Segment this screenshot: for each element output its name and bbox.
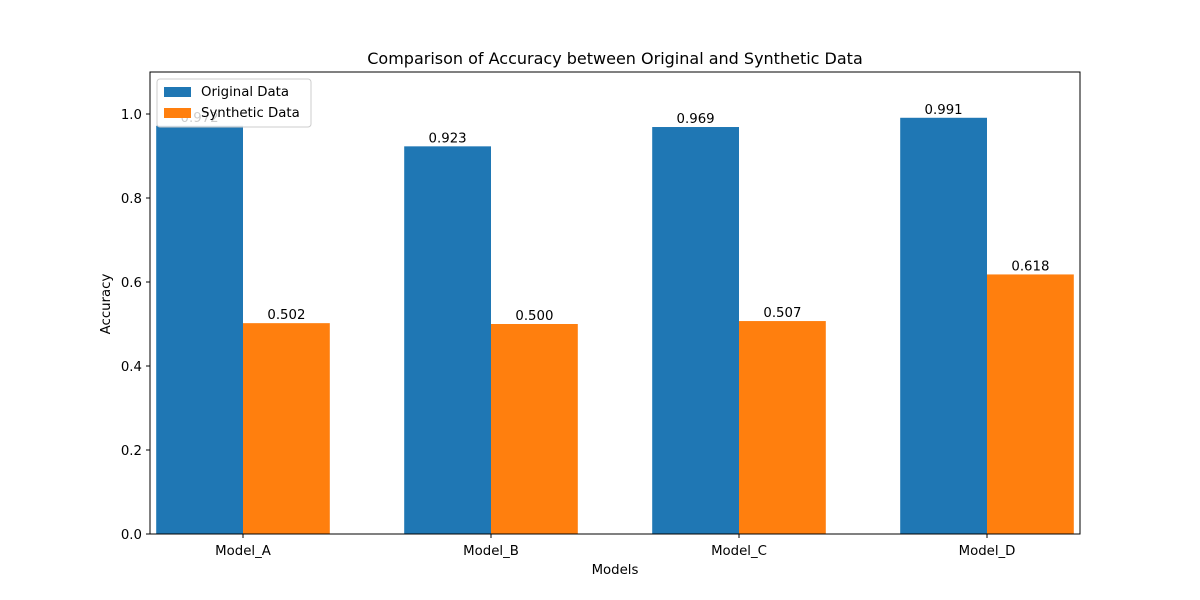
axes-frame xyxy=(149,71,1081,535)
bar-original-model_c xyxy=(652,127,739,535)
bar-original-model_b xyxy=(404,146,491,534)
y-axis-label: Accuracy xyxy=(99,274,114,335)
data-label: 0.618 xyxy=(1011,259,1049,274)
bar-synthetic-model_b xyxy=(491,324,578,534)
bar-synthetic-model_a xyxy=(243,323,330,534)
legend-label: Original Data xyxy=(201,85,289,100)
x-tick-label: Model_D xyxy=(959,544,1016,559)
data-label: 0.969 xyxy=(677,112,715,127)
legend-swatch xyxy=(164,108,191,118)
legend-swatch xyxy=(164,87,191,97)
y-tick-label: 0.0 xyxy=(121,528,142,543)
bar-synthetic-model_d xyxy=(987,274,1074,534)
y-tick-label: 1.0 xyxy=(121,108,142,123)
data-label: 0.507 xyxy=(763,306,801,321)
legend: Original Data Synthetic Data xyxy=(156,78,312,128)
x-tick-label: Model_C xyxy=(711,544,767,559)
bar-original-model_d xyxy=(900,117,987,534)
x-tick-label: Model_B xyxy=(463,544,519,559)
plot-area: 0.9720.9230.9690.9910.5020.5000.5070.618… xyxy=(121,71,1081,559)
data-label: 0.502 xyxy=(267,308,305,323)
bar-synthetic-model_c xyxy=(739,321,826,534)
data-label: 0.923 xyxy=(429,131,467,146)
y-tick-label: 0.2 xyxy=(121,444,142,459)
legend-box xyxy=(156,78,312,128)
legend-label: Synthetic Data xyxy=(201,106,300,121)
y-tick-label: 0.8 xyxy=(121,192,142,207)
x-tick-label: Model_A xyxy=(215,544,271,559)
y-tick-label: 0.6 xyxy=(121,276,142,291)
data-label: 0.991 xyxy=(925,103,963,118)
bar-original-model_a xyxy=(156,125,243,534)
y-tick-label: 0.4 xyxy=(121,360,142,375)
chart-title: Comparison of Accuracy between Original … xyxy=(367,49,863,68)
data-label: 0.500 xyxy=(515,309,553,324)
x-axis-label: Models xyxy=(592,563,639,578)
